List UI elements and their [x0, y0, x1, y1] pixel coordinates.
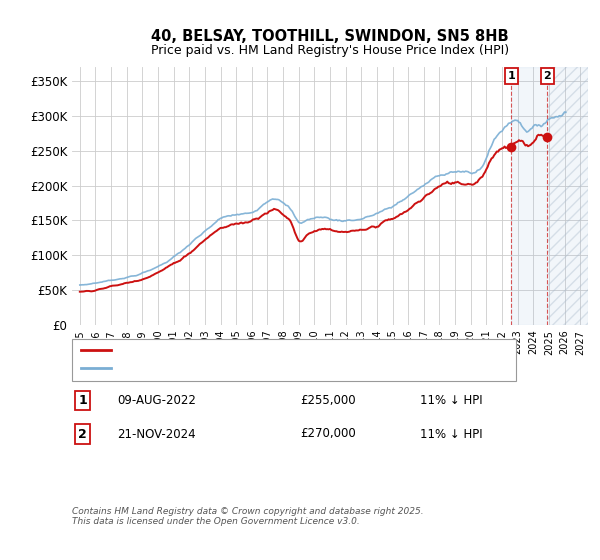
- Text: £270,000: £270,000: [300, 427, 356, 441]
- Bar: [547, 67, 588, 325]
- Text: Price paid vs. HM Land Registry's House Price Index (HPI): Price paid vs. HM Land Registry's House …: [151, 44, 509, 57]
- Text: 1: 1: [79, 394, 87, 407]
- Text: 11% ↓ HPI: 11% ↓ HPI: [420, 394, 482, 407]
- Text: 09-AUG-2022: 09-AUG-2022: [117, 394, 196, 407]
- Text: £255,000: £255,000: [300, 394, 356, 407]
- Text: 11% ↓ HPI: 11% ↓ HPI: [420, 427, 482, 441]
- Text: 40, BELSAY, TOOTHILL, SWINDON, SN5 8HB (semi-detached house): 40, BELSAY, TOOTHILL, SWINDON, SN5 8HB (…: [117, 345, 486, 355]
- Bar: [547, 67, 588, 325]
- Bar: [511, 67, 588, 325]
- Text: HPI: Average price, semi-detached house, Swindon: HPI: Average price, semi-detached house,…: [117, 363, 396, 374]
- Text: 2: 2: [79, 427, 87, 441]
- Text: 21-NOV-2024: 21-NOV-2024: [117, 427, 196, 441]
- Text: 2: 2: [544, 71, 551, 81]
- Text: 40, BELSAY, TOOTHILL, SWINDON, SN5 8HB: 40, BELSAY, TOOTHILL, SWINDON, SN5 8HB: [151, 29, 509, 44]
- Text: 1: 1: [508, 71, 515, 81]
- Text: Contains HM Land Registry data © Crown copyright and database right 2025.
This d: Contains HM Land Registry data © Crown c…: [72, 507, 424, 526]
